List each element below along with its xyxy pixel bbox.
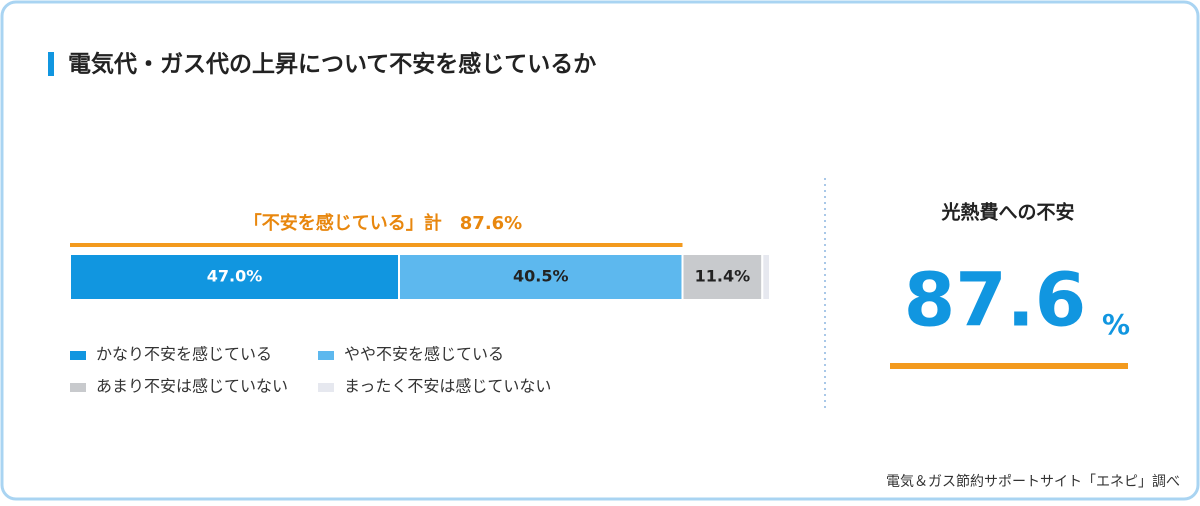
title-accent bbox=[48, 52, 54, 76]
title: 電気代・ガス代の上昇について不安を感じているか bbox=[68, 51, 596, 78]
legend-label: かなり不安を感じている bbox=[96, 345, 272, 364]
legend-swatch bbox=[70, 383, 86, 392]
legend-swatch bbox=[70, 351, 86, 360]
value-label: 47.0% bbox=[207, 267, 263, 286]
legend-swatch bbox=[318, 383, 334, 392]
bar-segment bbox=[69, 253, 400, 301]
highlight-value: 87.6 bbox=[904, 258, 1087, 344]
highlight-underline bbox=[890, 363, 1128, 369]
bar-segment bbox=[681, 253, 764, 301]
source: 電気＆ガス節約サポートサイト「エネピ」調べ bbox=[886, 473, 1180, 490]
value-label: 11.4% bbox=[695, 267, 751, 286]
legend-label: まったく不安は感じていない bbox=[344, 377, 551, 396]
bar-segment bbox=[761, 253, 771, 301]
annotation: 「不安を感じている」計 87.6% bbox=[244, 212, 522, 234]
value-label: 40.5% bbox=[513, 267, 569, 286]
legend-label: あまり不安は感じていない bbox=[96, 377, 288, 396]
highlight-unit: % bbox=[1102, 308, 1130, 341]
bar-segment bbox=[398, 253, 684, 301]
legend-label: やや不安を感じている bbox=[344, 345, 504, 364]
highlight-label: 光熱費への不安 bbox=[940, 201, 1074, 224]
legend-swatch bbox=[318, 351, 334, 360]
annotation-bracket bbox=[70, 243, 683, 247]
